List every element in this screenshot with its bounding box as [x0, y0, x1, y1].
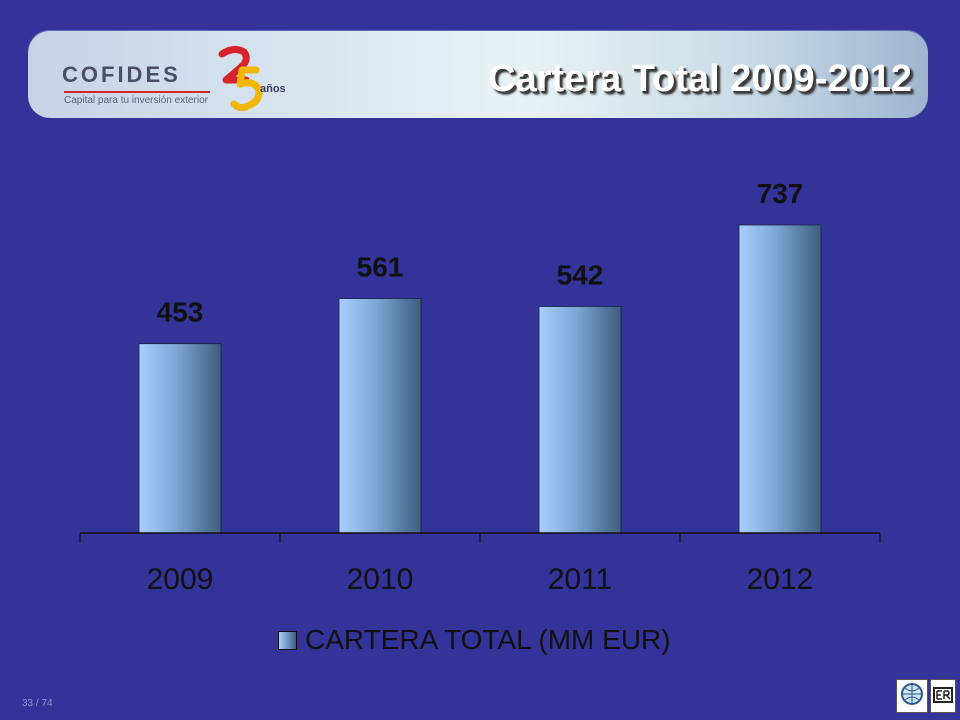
data-label-2012: 737: [757, 178, 804, 209]
bar-2010: [338, 298, 422, 534]
page-number: 33 / 74: [22, 698, 53, 709]
cofides-logo: COFIDES Capital para tu inversión exteri…: [62, 44, 312, 118]
certification-badge-2: [930, 679, 956, 713]
data-label-2009: 453: [157, 297, 204, 328]
er-seal-icon: [933, 687, 953, 703]
logo-25-anos-mark: años: [218, 45, 286, 112]
bar-2009: [138, 343, 222, 534]
x-tick-label-2012: 2012: [747, 563, 814, 596]
logo-tagline: Capital para tu inversión exterior: [64, 95, 208, 106]
bar-2011: [538, 306, 622, 534]
data-label-2010: 561: [357, 252, 404, 283]
logo-anos-text: años: [260, 83, 286, 95]
x-tick-label-2010: 2010: [347, 563, 414, 596]
globe-seal-icon: [901, 683, 923, 705]
bar-2012: [738, 224, 822, 534]
data-label-2011: 542: [557, 259, 604, 290]
slide-title: Cartera Total 2009-2012: [488, 58, 912, 100]
x-tick-label-2011: 2011: [548, 563, 613, 596]
logo-word: COFIDES: [62, 62, 181, 87]
legend-label: CARTERA TOTAL (MM EUR): [305, 624, 671, 655]
legend-swatch: [278, 630, 297, 650]
header-banner: [28, 30, 928, 118]
logo-underline: [64, 91, 210, 93]
chart-legend: CARTERA TOTAL (MM EUR): [278, 620, 671, 660]
x-tick-label-2009: 2009: [147, 563, 214, 596]
certification-badge-1: [896, 679, 928, 713]
